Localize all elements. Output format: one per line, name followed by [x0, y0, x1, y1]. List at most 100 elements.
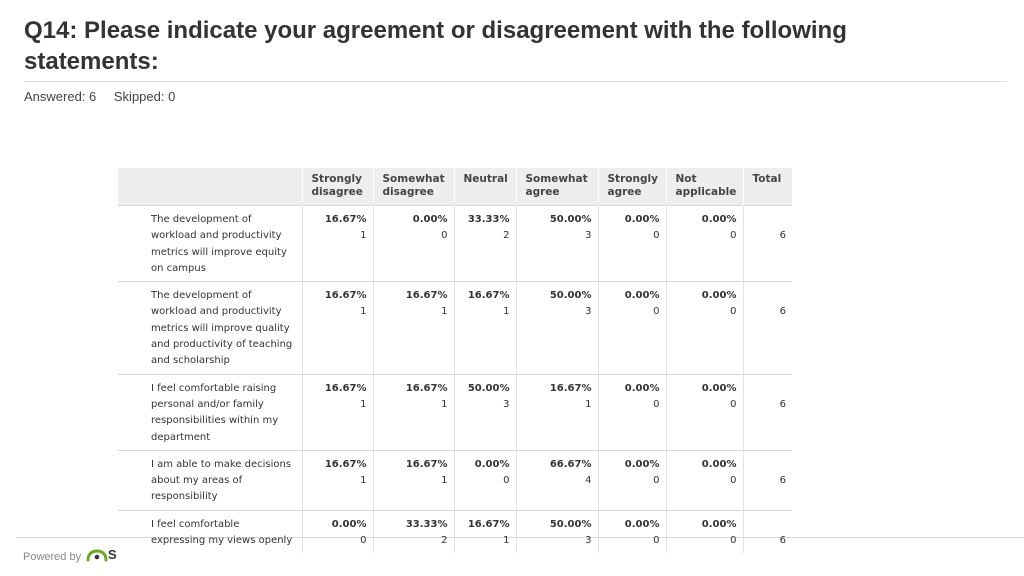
total-value: 6 — [779, 230, 786, 242]
cell-percentage: 16.67% — [405, 290, 448, 302]
cell-count: 1 — [441, 475, 448, 487]
cell-count: 0 — [730, 306, 737, 318]
column-header: Neutral — [453, 168, 516, 206]
powered-by-text: Powered by — [23, 551, 82, 563]
table-row: The development of workload and producti… — [118, 281, 792, 375]
response-cell: 0.00% 0 — [301, 509, 373, 554]
response-cell: 0.00% 0 — [665, 281, 743, 375]
column-header: Not applicable — [665, 168, 743, 206]
response-cell: 16.67% 1 — [301, 373, 373, 451]
response-cell: 16.67% 1 — [453, 281, 516, 375]
table-row: I am able to make decisions about my are… — [118, 449, 792, 511]
row-statement: I feel comfortable expressing my views o… — [118, 509, 302, 554]
response-cell: 16.67% 1 — [301, 281, 373, 375]
response-cell: 0.00% 0 — [597, 281, 666, 375]
cell-count: 1 — [585, 398, 592, 410]
cell-count: 0 — [730, 535, 737, 547]
response-stats: Answered: 6 Skipped: 0 — [24, 89, 189, 104]
response-cell: 0.00% 0 — [665, 373, 743, 451]
table-row: The development of workload and producti… — [118, 204, 792, 282]
title-divider — [24, 81, 1007, 82]
table-body: The development of workload and producti… — [118, 204, 792, 554]
response-cell: 0.00% 0 — [597, 509, 666, 554]
response-cell: 16.67% 1 — [301, 449, 373, 511]
response-cell: 0.00% 0 — [372, 204, 454, 282]
cell-count: 0 — [360, 535, 367, 547]
cell-percentage: 50.00% — [549, 214, 592, 225]
response-cell: 16.67% 1 — [372, 281, 454, 375]
cell-percentage: 0.00% — [701, 214, 737, 225]
response-cell: 0.00% 0 — [597, 449, 666, 511]
cell-count: 2 — [503, 230, 510, 242]
cell-percentage: 0.00% — [701, 518, 737, 530]
table-row: I feel comfortable expressing my views o… — [118, 509, 792, 554]
cell-percentage: 16.67% — [405, 458, 448, 470]
cell-percentage: 0.00% — [701, 382, 737, 394]
table-row: I feel comfortable raising personal and/… — [118, 373, 792, 451]
cell-count: 0 — [730, 230, 737, 242]
response-cell: 66.67% 4 — [515, 449, 598, 511]
cell-count: 0 — [653, 535, 660, 547]
cell-percentage: 16.67% — [549, 382, 592, 394]
row-total: 6 — [742, 373, 792, 451]
cell-percentage: 66.67% — [549, 458, 592, 470]
table-header-row: Strongly disagree Somewhat disagree Neutra… — [118, 168, 792, 206]
cell-count: 0 — [653, 398, 660, 410]
column-header: Strongly agree — [597, 168, 666, 206]
row-total: 6 — [742, 204, 792, 282]
cell-count: 3 — [585, 535, 592, 547]
cell-count: 3 — [585, 230, 592, 242]
row-total: 6 — [742, 449, 792, 511]
row-total: 6 — [742, 281, 792, 375]
total-value: 6 — [779, 475, 786, 487]
cell-percentage: 50.00% — [467, 382, 510, 394]
response-cell: 33.33% 2 — [453, 204, 516, 282]
response-cell: 16.67% 1 — [453, 509, 516, 554]
cell-count: 1 — [503, 535, 510, 547]
column-header: Strongly disagree — [301, 168, 373, 206]
response-cell: 0.00% 0 — [453, 449, 516, 511]
header-blank — [118, 168, 302, 206]
response-cell: 50.00% 3 — [515, 509, 598, 554]
cell-count: 1 — [360, 398, 367, 410]
response-cell: 50.00% 3 — [515, 204, 598, 282]
row-statement: I am able to make decisions about my are… — [118, 449, 302, 511]
cell-count: 4 — [585, 475, 592, 487]
answered-count: Answered: 6 — [24, 89, 97, 104]
cell-count: 0 — [730, 475, 737, 487]
row-statement: I feel comfortable raising personal and/… — [118, 373, 302, 451]
row-total: 6 — [742, 509, 792, 554]
total-value: 6 — [779, 535, 786, 547]
surveymonkey-logo-icon[interactable] — [86, 548, 108, 567]
cell-percentage: 0.00% — [624, 458, 660, 470]
cell-percentage: 16.67% — [467, 518, 510, 530]
response-cell: 16.67% 1 — [515, 373, 598, 451]
row-statement: The development of workload and producti… — [118, 204, 302, 282]
cell-count: 0 — [653, 306, 660, 318]
cell-count: 1 — [441, 306, 448, 318]
response-cell: 16.67% 1 — [301, 204, 373, 282]
cell-percentage: 16.67% — [467, 290, 510, 302]
cell-count: 1 — [360, 230, 367, 242]
response-cell: 0.00% 0 — [665, 449, 743, 511]
cell-count: 1 — [503, 306, 510, 318]
cell-percentage: 50.00% — [549, 290, 592, 302]
response-cell: 16.67% 1 — [372, 449, 454, 511]
cell-percentage: 33.33% — [405, 518, 448, 530]
response-cell: 33.33% 2 — [372, 509, 454, 554]
cell-percentage: 16.67% — [324, 458, 367, 470]
response-cell: 50.00% 3 — [453, 373, 516, 451]
cell-percentage: 0.00% — [624, 214, 660, 225]
response-cell: 0.00% 0 — [597, 204, 666, 282]
cell-percentage: 33.33% — [467, 214, 510, 225]
cell-percentage: 0.00% — [624, 382, 660, 394]
cell-count: 1 — [360, 306, 367, 318]
cell-count: 3 — [503, 398, 510, 410]
row-statement: The development of workload and producti… — [118, 281, 302, 375]
cell-percentage: 16.67% — [324, 290, 367, 302]
cell-percentage: 0.00% — [701, 290, 737, 302]
cell-count: 0 — [653, 475, 660, 487]
cell-count: 0 — [653, 230, 660, 242]
results-table-container: Strongly disagree Somewhat disagree Neutra… — [118, 168, 792, 554]
